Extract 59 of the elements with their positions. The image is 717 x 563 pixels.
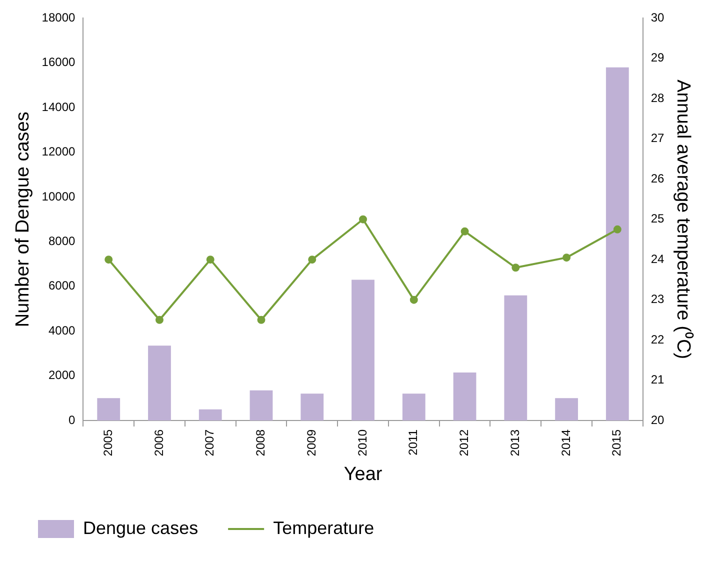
point: [155, 316, 164, 324]
point: [562, 254, 571, 262]
point: [410, 296, 418, 304]
y2-tick-label: 25: [650, 212, 665, 226]
y-tick-label: 0: [68, 412, 76, 427]
legend-label: Dengue cases: [83, 518, 198, 538]
bar: [300, 394, 324, 421]
point: [460, 227, 469, 236]
point: [104, 256, 113, 264]
y2-tick-label: 24: [650, 252, 665, 266]
y2-tick-label: 20: [650, 412, 665, 427]
x-axis-title: Year: [344, 464, 383, 485]
x-tick-label: 2007: [202, 429, 217, 456]
y2-tick-label: 29: [650, 50, 665, 65]
point: [308, 256, 316, 264]
x-tick-label: 2010: [355, 429, 370, 456]
y-tick-label: 16000: [42, 55, 76, 70]
y-tick-label: 6000: [48, 278, 76, 293]
bar: [402, 394, 426, 421]
point: [257, 316, 266, 324]
bar: [250, 390, 273, 421]
y-axis-title: Number of Dengue cases: [12, 112, 34, 328]
bar: [352, 280, 374, 421]
x-tick-label: 2011: [406, 429, 420, 456]
y-tick-label: 4000: [48, 323, 76, 338]
y2-axis-title: Annual average temperature (⁰C): [672, 80, 694, 360]
legend-label: Temperature: [273, 518, 374, 538]
y-tick-label: 8000: [48, 234, 76, 248]
bar: [148, 346, 171, 421]
point: [206, 256, 214, 264]
bar: [606, 67, 629, 421]
y2-tick-label: 27: [650, 131, 665, 146]
point: [613, 225, 622, 234]
y-tick-label: 2000: [48, 368, 76, 382]
y2-tick-label: 23: [650, 292, 665, 306]
point: [512, 264, 520, 272]
y2-tick-label: 22: [650, 332, 665, 346]
bar: [198, 409, 222, 421]
y2-tick-label: 21: [650, 372, 665, 387]
point: [359, 215, 368, 224]
x-tick-label: 2013: [508, 429, 522, 456]
y2-tick-label: 30: [650, 10, 665, 25]
bar: [97, 398, 120, 421]
x-tick-label: 2015: [610, 429, 624, 456]
bar: [504, 295, 528, 421]
y-tick-label: 12000: [42, 144, 76, 159]
y-tick-label: 14000: [42, 100, 76, 114]
bar: [555, 398, 578, 421]
y2-tick-label: 28: [650, 90, 665, 105]
bar: [453, 372, 476, 421]
x-tick-label: 2006: [152, 429, 166, 456]
y-tick-label: 10000: [42, 189, 76, 204]
x-tick-label: 2005: [100, 429, 115, 456]
y-tick-label: 18000: [42, 10, 76, 25]
x-tick-label: 2012: [457, 429, 472, 456]
x-tick-label: 2008: [254, 429, 268, 456]
y2-tick-label: 26: [650, 171, 665, 186]
x-tick-label: 2009: [304, 429, 318, 456]
x-tick-label: 2014: [558, 429, 573, 456]
